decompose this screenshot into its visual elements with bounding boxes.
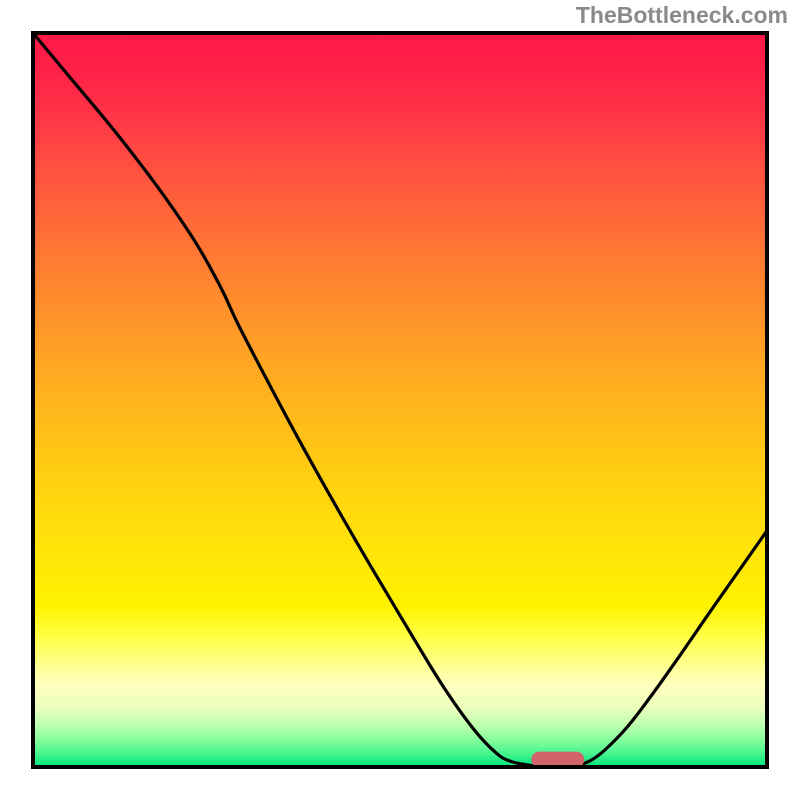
chart-container: { "watermark": { "text": "TheBottleneck.… [0, 0, 800, 800]
plot-background [33, 33, 767, 767]
watermark-text: TheBottleneck.com [576, 2, 788, 29]
bottleneck-chart [0, 0, 800, 800]
